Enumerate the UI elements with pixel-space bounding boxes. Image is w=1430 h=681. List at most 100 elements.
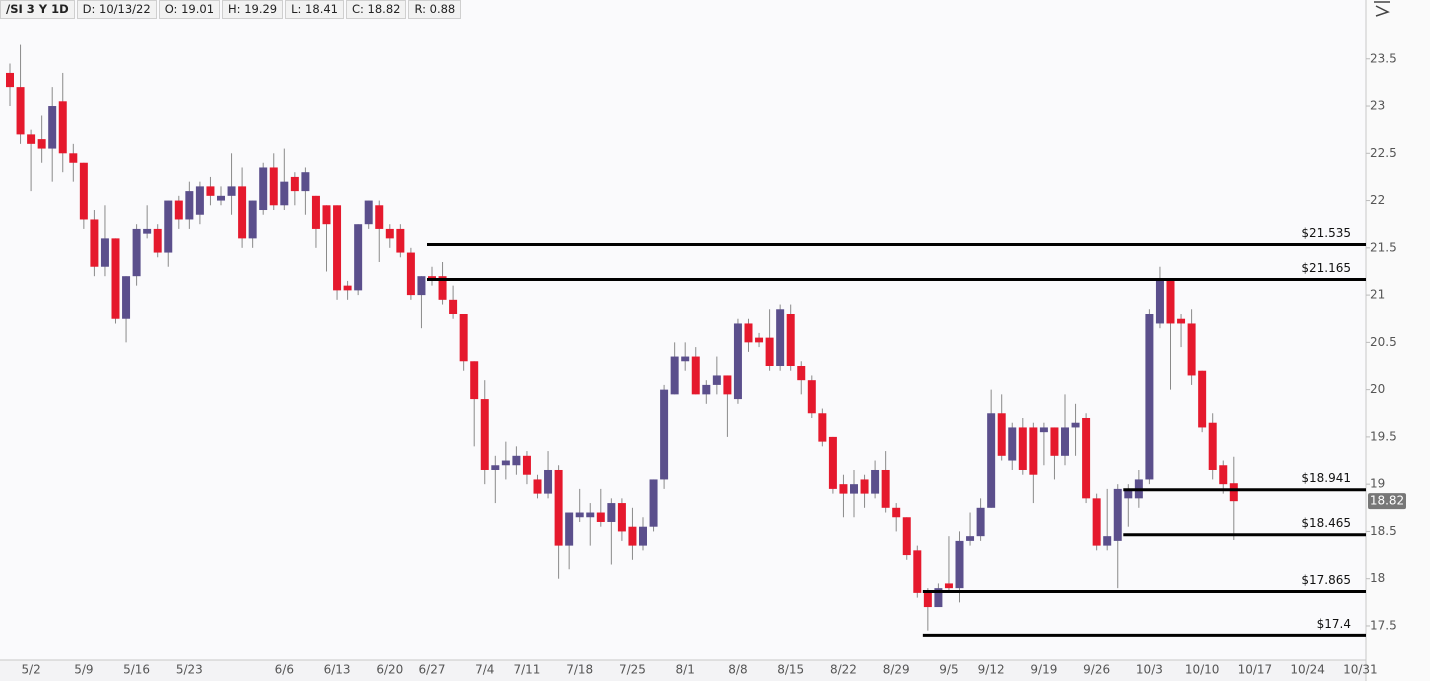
toolbar-icon[interactable] [1374,1,1390,17]
date-field: D: 10/13/22 [76,0,157,19]
candle-body [37,139,46,149]
candle-body [797,365,806,381]
y-axis-panel [1366,0,1430,681]
candle-body [438,276,447,300]
x-tick-label: 5/2 [21,663,40,677]
candle-body [301,172,310,192]
x-tick-label: 8/15 [777,663,804,677]
candle-body [607,503,616,522]
candle-body [1092,498,1101,546]
x-tick-label: 8/8 [728,663,747,677]
candle-body [375,205,384,229]
candle-body [174,200,183,220]
candle-body [565,512,574,546]
candle-body [776,309,785,366]
candle-body [1029,427,1038,475]
y-tick-label: 18 [1370,571,1385,585]
x-tick-label: 5/16 [123,663,150,677]
candle-body [217,195,225,201]
candle-body [269,167,278,206]
candle-body [850,484,858,494]
x-axis-panel [0,660,1366,681]
candle-body [406,252,415,296]
x-tick-label: 10/10 [1185,663,1220,677]
price-level-label: $17.4 [1317,617,1351,631]
y-tick-label: 21 [1370,288,1385,302]
candle-body [48,106,57,149]
y-tick-label: 20 [1370,382,1385,396]
candle-body [997,413,1006,456]
candle-body [58,101,67,154]
candle-body [185,191,194,220]
candle-body [322,205,331,225]
low-field: L: 18.41 [285,0,344,19]
candle-body [934,588,943,608]
candle-body [238,186,247,239]
candle-body [786,314,795,366]
y-tick-label: 18.5 [1370,524,1397,538]
symbol[interactable]: /SI 3 Y 1D [0,0,75,19]
candle-body [333,205,342,291]
candle-body [923,592,932,608]
close-field: C: 18.82 [345,0,407,19]
price-tag: 18.82 [1370,494,1404,508]
candle-body [311,195,320,229]
candle-body [6,72,14,88]
candle-body [354,224,363,291]
candle-body [79,162,88,220]
candle-body [544,469,553,494]
x-tick-label: 6/13 [324,663,351,677]
candle-body [1155,280,1164,324]
candle-body [1219,465,1228,485]
candle-body [839,484,848,494]
candle-body [913,550,922,593]
candle-body [765,337,774,366]
y-tick-label: 23.5 [1370,51,1397,65]
candle-body [586,512,595,518]
candle-body [1039,427,1048,433]
candle-body [501,460,510,466]
price-level-label: $18.465 [1301,516,1351,530]
candle-body [385,228,394,239]
candle-body [90,219,99,267]
candle-body [881,469,890,508]
x-tick-label: 8/29 [883,663,910,677]
candle-body [976,507,985,537]
candle-body [1103,536,1112,546]
candle-body [280,181,289,206]
candle-body [16,87,25,135]
candle-body [195,186,204,215]
x-tick-label: 10/3 [1136,663,1163,677]
range-field: R: 0.88 [408,0,462,19]
candle-body [1124,488,1133,499]
x-tick-label: 5/23 [176,663,203,677]
x-tick-label: 6/6 [275,663,294,677]
candle-body [533,479,542,494]
candle-body [1198,370,1207,428]
price-level-label: $21.535 [1301,226,1351,240]
x-tick-label: 9/26 [1083,663,1110,677]
candle-body [343,285,352,291]
candles [6,44,1238,631]
candle-body [628,526,637,546]
y-tick-label: 21.5 [1370,240,1397,254]
candle-body [27,134,36,144]
plot-background [0,0,1366,660]
x-tick-label: 7/18 [566,663,593,677]
candle-body [818,413,827,442]
candle-body [1018,427,1027,470]
candle-body [512,455,521,466]
y-tick-label: 19.5 [1370,429,1397,443]
candle-body [69,153,78,163]
header: /SI 3 Y 1D D: 10/13/22 O: 19.01 H: 19.29… [0,0,462,19]
candle-body [1008,427,1017,461]
candle-body [1050,427,1059,456]
candle-body [449,299,458,315]
candle-body [1145,314,1154,480]
candle-body [459,314,468,362]
candle-body [828,436,837,489]
candle-body [1229,483,1238,502]
candle-body [1082,417,1091,499]
